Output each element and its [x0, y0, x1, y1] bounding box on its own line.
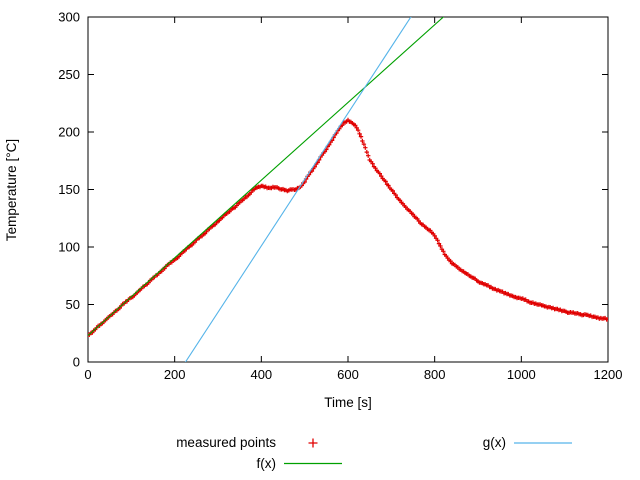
x-tick-label: 200 [164, 367, 186, 382]
x-tick-label: 600 [337, 367, 359, 382]
y-tick-label: 300 [58, 10, 80, 25]
axis-ticks: 0 200 400 600 800 1000 1200 0 50 100 150 200 250 300 [58, 10, 622, 383]
series-measured-points [88, 117, 608, 338]
x-tick-label: 400 [250, 367, 272, 382]
x-tick-label: 0 [84, 367, 91, 382]
y-tick-label: 150 [58, 182, 80, 197]
y-tick-label: 100 [58, 240, 80, 255]
y-tick-label: 50 [66, 297, 80, 312]
y-tick-label: 250 [58, 67, 80, 82]
legend-label-g: g(x) [483, 435, 506, 450]
plot-border [87, 16, 609, 363]
legend-marker-plus-icon [308, 438, 318, 448]
series-layer [88, 17, 608, 362]
x-tick-label: 1200 [594, 367, 623, 382]
y-tick-label: 0 [73, 355, 80, 370]
x-tick-label: 1000 [507, 367, 536, 382]
legend-label-measured-points: measured points [176, 435, 276, 450]
legend-label-f: f(x) [257, 456, 277, 471]
x-tick-label: 800 [424, 367, 446, 382]
y-axis-label: Temperature [°C] [4, 139, 19, 241]
x-axis-label: Time [s] [324, 395, 372, 410]
y-tick-label: 200 [58, 125, 80, 140]
series-line-fx [88, 17, 445, 336]
series-line-gx [184, 17, 412, 362]
legend: measured points f(x) g(x) [176, 435, 572, 471]
